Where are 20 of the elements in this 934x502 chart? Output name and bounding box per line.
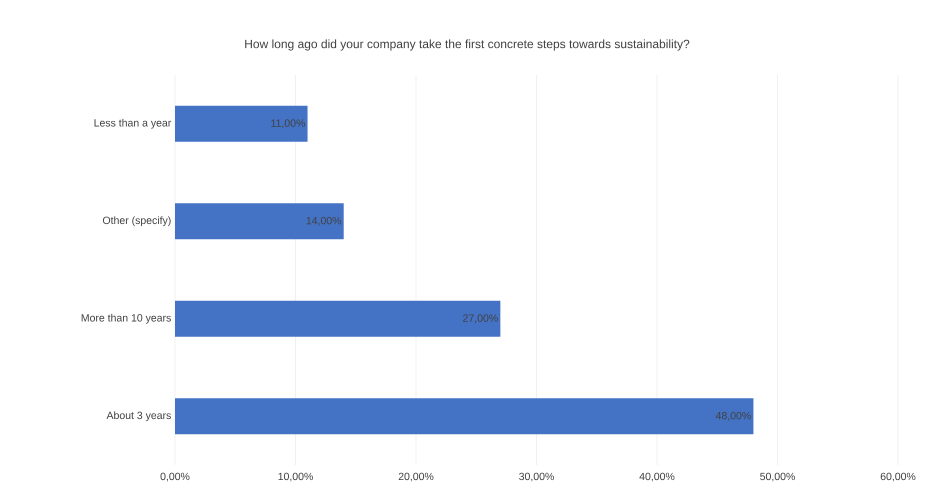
bar xyxy=(175,106,308,142)
data-label: 48,00% xyxy=(716,412,751,421)
bar xyxy=(175,398,754,434)
bar xyxy=(175,300,500,337)
x-tick-label: 60,00% xyxy=(880,472,916,482)
y-tick-label: Other (specify) xyxy=(102,216,171,226)
x-tick-label: 20,00% xyxy=(398,472,434,482)
data-label: 14,00% xyxy=(306,216,342,226)
bar xyxy=(175,203,344,240)
y-tick-label: Less than a year xyxy=(94,118,172,129)
x-tick-label: 0,00% xyxy=(160,472,190,482)
data-label: 27,00% xyxy=(463,314,498,324)
y-tick-label: More than 10 years xyxy=(82,314,171,324)
chart-title: How long ago did your company take the first concrete steps towards sustainability? xyxy=(245,39,690,51)
x-tick-label: 40,00% xyxy=(639,472,674,482)
x-tick-label: 50,00% xyxy=(760,472,795,482)
y-tick-label: About 3 years xyxy=(106,411,171,422)
data-label: 11,00% xyxy=(271,119,305,128)
x-tick-label: 30,00% xyxy=(519,472,554,482)
x-tick-label: 10,00% xyxy=(278,472,313,482)
